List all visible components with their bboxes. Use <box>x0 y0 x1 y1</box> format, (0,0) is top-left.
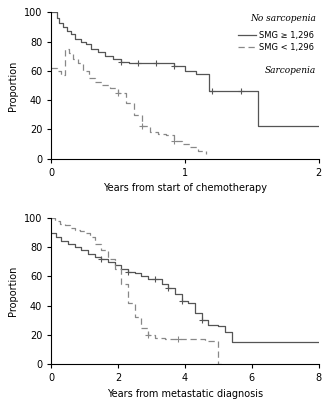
Text: Sarcopenia: Sarcopenia <box>265 66 316 75</box>
X-axis label: Years from metastatic diagnosis: Years from metastatic diagnosis <box>107 389 263 399</box>
Legend: SMG ≥ 1,296, SMG < 1,296: SMG ≥ 1,296, SMG < 1,296 <box>238 31 314 52</box>
Text: No sarcopenia: No sarcopenia <box>250 14 316 23</box>
Y-axis label: Proportion: Proportion <box>8 266 18 316</box>
X-axis label: Years from start of chemotherapy: Years from start of chemotherapy <box>103 183 267 193</box>
Y-axis label: Proportion: Proportion <box>8 60 18 111</box>
